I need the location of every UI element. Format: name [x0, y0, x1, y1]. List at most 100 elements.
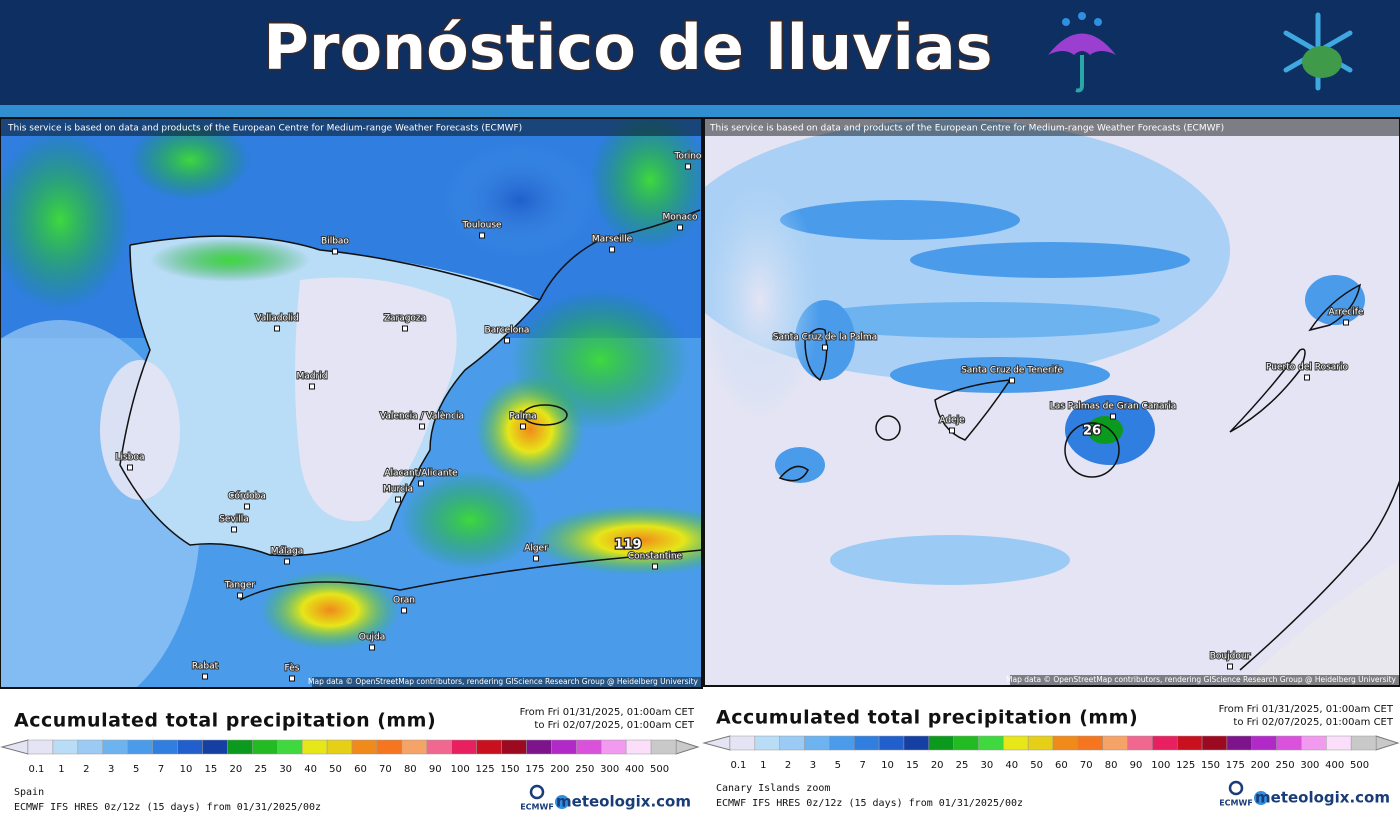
colorbar-box — [202, 739, 228, 755]
colorbar-box — [526, 739, 552, 755]
colorbar-arrow — [1375, 735, 1400, 751]
colorbar-box — [351, 739, 378, 755]
ecmwf-logo — [1228, 780, 1244, 796]
city-label: Puerto del Rosario — [1266, 363, 1348, 373]
legend-tick: 3 — [108, 764, 114, 775]
copyright: Map data © OpenStreetMap contributors, r… — [308, 677, 699, 686]
umbrella-icon — [1048, 12, 1116, 93]
colorbar-box — [227, 739, 253, 755]
colorbar-box — [1102, 735, 1128, 751]
copyright: Map data © OpenStreetMap contributors, r… — [1006, 675, 1397, 684]
colorbar-box — [928, 735, 954, 751]
copyright-bg — [1010, 675, 1400, 685]
canary-map — [704, 118, 1400, 686]
legend-tick: 2 — [83, 764, 89, 775]
city-marker — [1304, 374, 1310, 381]
city-marker — [1110, 413, 1116, 420]
legend-tick: 250 — [1275, 760, 1294, 771]
legend-tick: 70 — [1080, 760, 1093, 771]
city-marker — [332, 248, 338, 255]
legend-tick: 0.1 — [730, 760, 746, 771]
city-label: Zaragoza — [384, 314, 426, 324]
colorbar-box — [501, 739, 527, 755]
legend-period: From Fri 01/31/2025, 01:00am CET — [520, 707, 695, 718]
city-marker — [1343, 319, 1349, 326]
spain-map — [0, 118, 702, 688]
colorbar-box — [326, 739, 353, 755]
city-label: Córdoba — [228, 491, 266, 502]
legend-tick: 15 — [205, 764, 218, 775]
colorbar-box — [102, 739, 128, 755]
colorbar-box — [551, 739, 577, 755]
ecmwf-logo — [529, 784, 545, 800]
legend-tick: 7 — [158, 764, 164, 775]
colorbar-box — [426, 739, 452, 755]
colorbar-box — [376, 739, 403, 755]
city-marker — [418, 480, 424, 487]
city-marker — [822, 344, 828, 351]
city-label: Marseille — [592, 235, 633, 245]
max-value-label: 119 — [614, 538, 641, 553]
city-label: Oran — [393, 596, 415, 606]
colorbar-box — [829, 735, 855, 751]
legend-tick: 150 — [1201, 760, 1220, 771]
legend-period: From Fri 01/31/2025, 01:00am CET — [1219, 704, 1394, 715]
city-marker — [401, 607, 407, 614]
city-label: Monaco — [663, 213, 698, 223]
header-bar — [0, 0, 1400, 105]
colorbar-box — [52, 739, 79, 755]
legend-tick: 200 — [1251, 760, 1270, 771]
colorbar-box — [1003, 735, 1029, 751]
legend-tick: 100 — [1151, 760, 1170, 771]
colorbar-box — [1251, 735, 1277, 751]
city-marker — [1009, 377, 1015, 384]
map-frame — [0, 117, 703, 689]
colorbar-box — [903, 735, 930, 751]
colorbar-box — [301, 739, 328, 755]
colorbar-box — [1326, 735, 1352, 751]
snow-icon — [1283, 12, 1353, 91]
legend-tick: 300 — [1300, 760, 1319, 771]
city-label: Adeje — [939, 416, 965, 426]
city-label: Santa Cruz de Tenerife — [961, 366, 1063, 376]
colorbar-arrow — [675, 739, 700, 755]
city-label: Toulouse — [461, 221, 502, 231]
city-marker — [402, 325, 408, 332]
legend-tick: 0.1 — [29, 764, 45, 775]
colorbar-box — [729, 735, 756, 751]
legend-tick: 15 — [906, 760, 919, 771]
colorbar-box — [451, 739, 477, 755]
city-marker — [284, 558, 290, 565]
colorbar-box — [1052, 735, 1079, 751]
legend-tick: 300 — [600, 764, 619, 775]
city-marker — [1227, 663, 1233, 670]
legend-period: to Fri 02/07/2025, 01:00am CET — [1233, 717, 1393, 728]
legend-title: Accumulated total precipitation (mm) — [716, 707, 1138, 729]
legend-tick: 150 — [500, 764, 519, 775]
city-label: Murcia — [383, 485, 413, 495]
legend-tick: 90 — [429, 764, 442, 775]
legend-tick: 125 — [476, 764, 495, 775]
city-label: Barcelona — [485, 326, 530, 336]
legend-tick: 30 — [279, 764, 292, 775]
copyright-bg — [312, 677, 702, 687]
legend-tick: 1 — [58, 764, 64, 775]
legend-tick: 500 — [650, 764, 669, 775]
colorbar-box — [77, 739, 104, 755]
legend-tick: 100 — [451, 764, 470, 775]
colorbar-box — [1350, 735, 1377, 751]
legend-tick: 80 — [1105, 760, 1118, 771]
region-label: Canary Islands zoom — [716, 783, 830, 794]
legend-tick: 5 — [133, 764, 139, 775]
legend-tick: 40 — [304, 764, 317, 775]
legend-tick: 60 — [1055, 760, 1068, 771]
legend-tick: 25 — [956, 760, 969, 771]
page-title: Pronóstico de lluvias — [263, 11, 992, 84]
colorbar-box — [27, 739, 54, 755]
ecmwf-label: ECMWF — [520, 803, 554, 812]
city-marker — [479, 232, 485, 239]
city-label: Sevilla — [219, 515, 249, 525]
region-label: Spain — [14, 787, 44, 798]
colorbar-box — [1127, 735, 1153, 751]
legend-tick: 2 — [785, 760, 791, 771]
